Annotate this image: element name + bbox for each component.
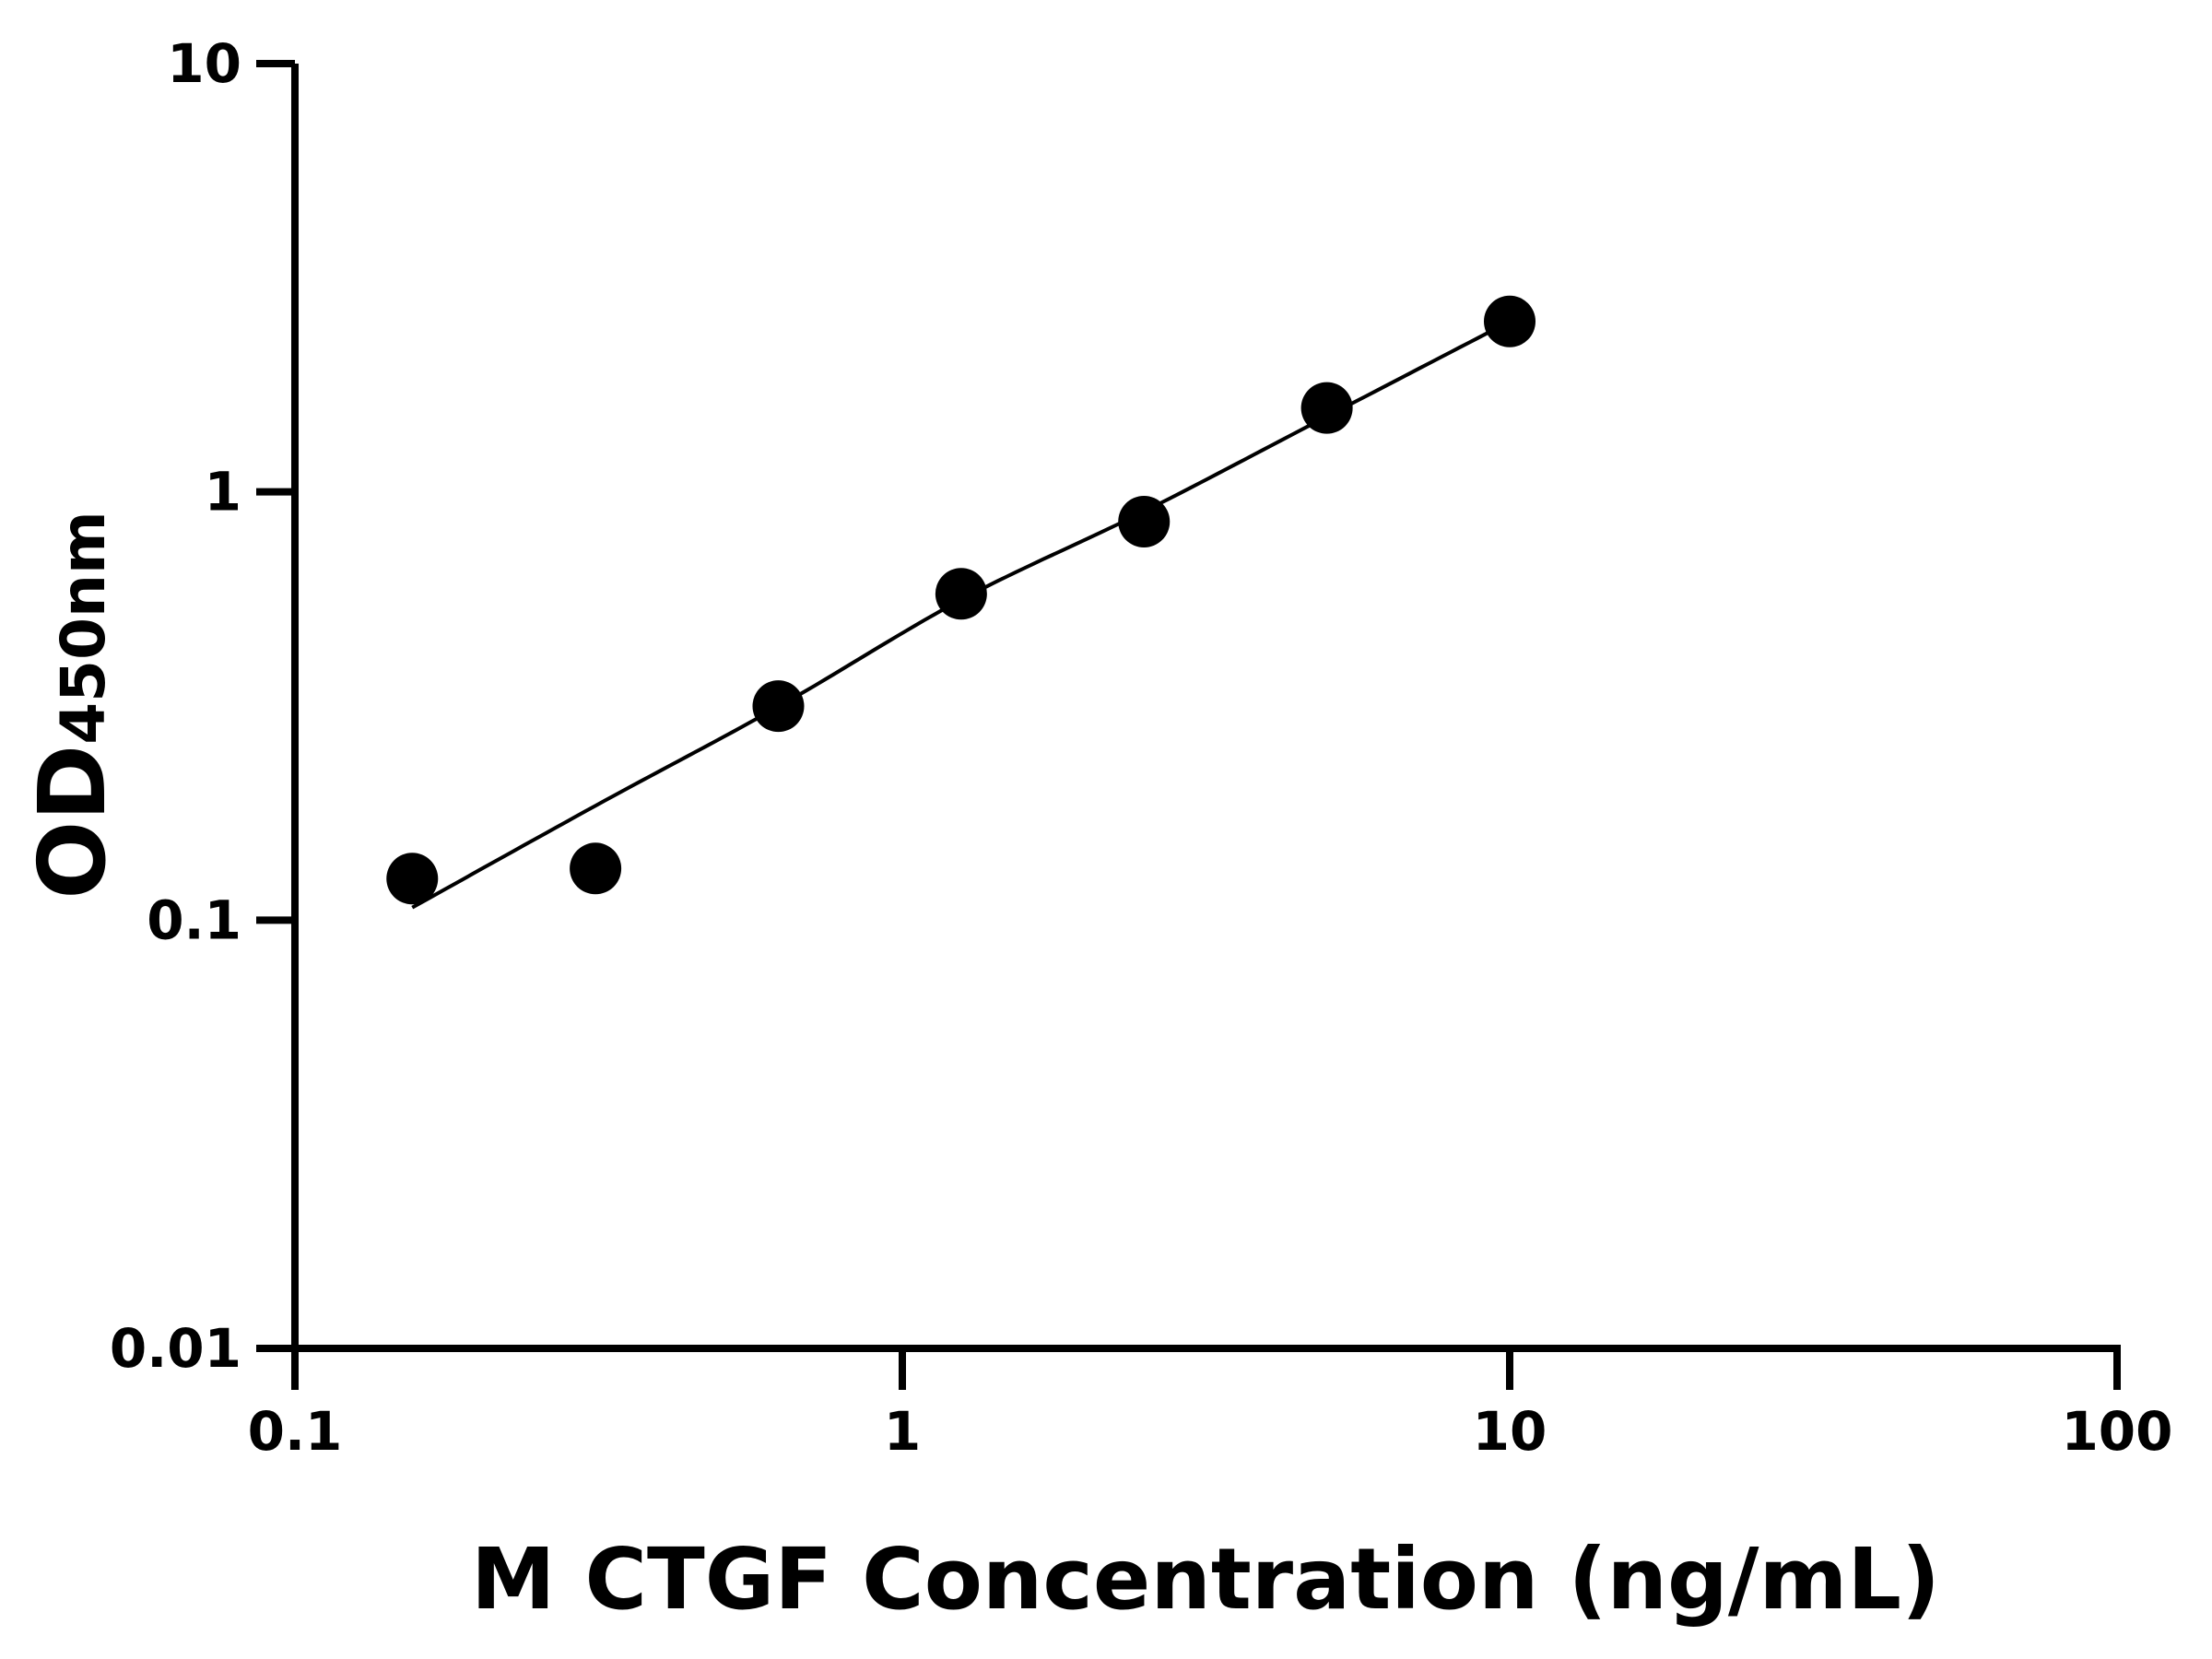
- data-point: [1118, 495, 1171, 547]
- y-tick-label: 1: [205, 461, 241, 524]
- y-tick-label: 0.01: [110, 1317, 241, 1380]
- data-point: [570, 842, 622, 895]
- x-axis-label: M CTGF Concentration (ng/mL): [471, 1530, 1940, 1629]
- axes: [291, 64, 2121, 1352]
- data-points: [386, 295, 1535, 905]
- data-point: [752, 680, 805, 733]
- y-axis-label: OD450nm: [18, 511, 126, 900]
- x-tick-label: 10: [1473, 1400, 1547, 1463]
- data-point: [1300, 382, 1353, 434]
- y-axis-label-main: OD: [18, 745, 126, 900]
- y-tick-label: 10: [167, 32, 241, 95]
- x-tick-label: 1: [884, 1400, 921, 1463]
- data-point: [386, 853, 439, 905]
- y-axis-label-subscript: 450nm: [48, 511, 119, 745]
- x-tick-label: 0.1: [248, 1400, 343, 1463]
- x-tick-label: 100: [2061, 1400, 2172, 1463]
- data-point: [935, 568, 987, 620]
- y-tick-label: 0.1: [147, 888, 241, 951]
- data-point: [1484, 295, 1535, 347]
